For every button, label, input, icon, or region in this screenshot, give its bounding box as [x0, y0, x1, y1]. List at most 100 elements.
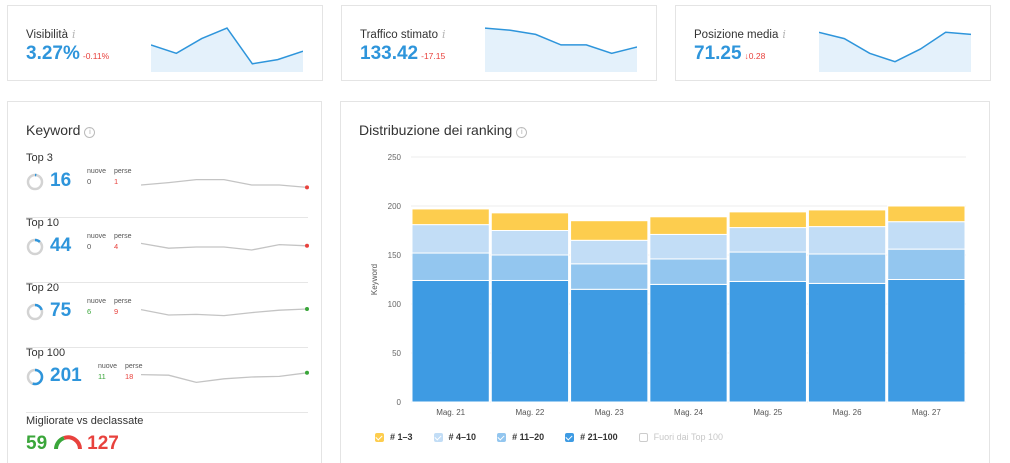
bar-segment	[728, 280, 807, 403]
keyword-sparkline	[141, 307, 309, 317]
legend-checkbox[interactable]	[375, 432, 384, 442]
legend-checkbox[interactable]	[565, 432, 575, 442]
legend-item[interactable]: # 21–100	[565, 432, 618, 442]
keyword-row-top10[interactable]: Top 10 44 nuove 0 perse 4	[26, 217, 309, 283]
legend-label: Fuori dai Top 100	[653, 432, 724, 442]
bar-segment	[887, 248, 966, 280]
metric-card-visibility[interactable]: Visibilità i 3.27% -0.11%	[7, 5, 323, 81]
metric-delta: -17.15	[421, 51, 446, 61]
bar-segment	[728, 227, 807, 253]
progress-ring-icon	[26, 238, 44, 256]
bar-segment	[570, 220, 649, 241]
legend-checkbox[interactable]	[638, 432, 648, 442]
lost-count: 1	[114, 177, 119, 186]
metric-card-position[interactable]: Posizione media i 71.25 ↓0.28	[675, 5, 991, 81]
sparkline-line	[151, 27, 303, 65]
sparkline-area	[819, 32, 971, 72]
keyword-count[interactable]: 201	[50, 365, 82, 386]
keyword-count[interactable]: 75	[50, 300, 72, 321]
legend-label: # 11–20	[512, 432, 545, 442]
sparkline-end-dot	[305, 307, 309, 311]
legend-item[interactable]: Fuori dai Top 100	[638, 432, 724, 442]
declined-count[interactable]: 127	[87, 433, 119, 454]
improved-vs-declined-label: Migliorate vs declassate	[26, 415, 144, 427]
sparkline-end-dot	[305, 185, 309, 190]
keyword-sparkline	[141, 242, 309, 251]
lost-keywords[interactable]: perse 18	[125, 363, 143, 381]
info-icon[interactable]: i	[782, 28, 786, 41]
legend-label: # 4–10	[448, 432, 477, 442]
ranking-distribution-card: Distribuzione dei ranking i 0 50 100 150 200 2…	[340, 101, 990, 463]
y-tick-label: 200	[388, 202, 402, 211]
new-keywords[interactable]: nuove 6	[87, 298, 107, 316]
x-tick-label: Mag. 22	[515, 408, 544, 417]
metric-label: Posizione media i	[694, 28, 786, 41]
ring-fill	[26, 303, 44, 321]
info-icon[interactable]: i	[516, 127, 528, 138]
new-count: 6	[87, 307, 92, 316]
bar-segment	[570, 239, 649, 265]
lost-keywords[interactable]: perse 4	[114, 233, 132, 251]
ranking-title: Distribuzione dei ranking i	[359, 122, 528, 138]
bar-segment	[807, 253, 887, 284]
progress-ring-icon	[26, 173, 44, 191]
keyword-count[interactable]: 44	[50, 235, 72, 256]
x-tick-label: Mag. 26	[833, 408, 862, 417]
y-tick-label: 0	[397, 398, 402, 407]
bar-segment	[887, 221, 966, 250]
y-tick-label: 100	[388, 300, 402, 309]
x-tick-label: Mag. 21	[436, 408, 465, 417]
metric-delta: ↓0.28	[744, 51, 766, 61]
bar-segment	[807, 226, 887, 255]
new-count: 11	[98, 372, 106, 381]
lost-count: 18	[125, 372, 134, 381]
lost-keywords[interactable]: perse 9	[114, 298, 132, 316]
bar-segment	[411, 208, 490, 226]
metric-card-traffic[interactable]: Traffico stimato i 133.42 -17.15	[341, 5, 657, 81]
lost-keywords[interactable]: perse 1	[114, 168, 132, 186]
info-icon[interactable]: i	[71, 28, 76, 41]
keyword-row-top3[interactable]: Top 3 16 nuove 0 perse 1	[26, 152, 309, 218]
keyword-title: Keyword i	[26, 122, 96, 138]
metric-label: Visibilità i	[26, 28, 76, 41]
traffic-sparkline	[485, 27, 637, 72]
improved-count[interactable]: 59	[26, 433, 48, 454]
x-tick-label: Mag. 24	[674, 408, 703, 417]
bar-segment	[570, 288, 649, 403]
legend-checkbox[interactable]	[433, 432, 443, 442]
info-icon[interactable]: i	[441, 28, 446, 41]
y-tick-label: 250	[388, 153, 402, 162]
metric-value: 3.27% -0.11%	[26, 43, 110, 64]
bar-segment	[887, 205, 966, 223]
sparkline-end-dot	[305, 243, 309, 248]
bar-segment	[490, 212, 570, 231]
keyword-row-top20[interactable]: Top 20 75 nuove 6 perse 9	[26, 282, 309, 348]
new-keywords[interactable]: nuove 0	[87, 168, 107, 186]
legend-item[interactable]: # 11–20	[497, 432, 544, 442]
new-keywords[interactable]: nuove 0	[87, 233, 107, 251]
metric-delta: -0.11%	[82, 51, 110, 61]
keyword-card: Keyword i Top 3 16 nuove 0 perse 1 Top 10 4…	[7, 101, 322, 463]
legend-item[interactable]: # 1–3	[375, 432, 413, 442]
legend-item[interactable]: # 4–10	[433, 432, 477, 442]
new-keywords[interactable]: nuove 11	[98, 363, 118, 381]
bar-segment	[490, 230, 570, 256]
info-icon[interactable]: i	[84, 127, 96, 138]
x-tick-label: Mag. 25	[753, 408, 782, 417]
bar-segment	[728, 251, 807, 282]
keyword-sparkline	[141, 370, 309, 384]
keyword-count[interactable]: 16	[50, 170, 72, 191]
lost-count: 9	[114, 307, 119, 316]
ring-fill	[26, 238, 44, 256]
ring-fill	[26, 368, 44, 386]
sparkline-end-dot	[305, 370, 309, 375]
ring-fill	[26, 173, 44, 191]
sparkline-line	[141, 372, 308, 384]
gauge-icon	[54, 435, 83, 450]
row-label: Top 20	[26, 282, 60, 294]
lost-count: 4	[114, 242, 119, 251]
legend-checkbox[interactable]	[497, 432, 507, 442]
ring-track	[26, 173, 44, 191]
keyword-row-top100[interactable]: Top 100 201 nuove 11 perse 18	[26, 347, 309, 413]
progress-ring-icon	[26, 368, 44, 386]
